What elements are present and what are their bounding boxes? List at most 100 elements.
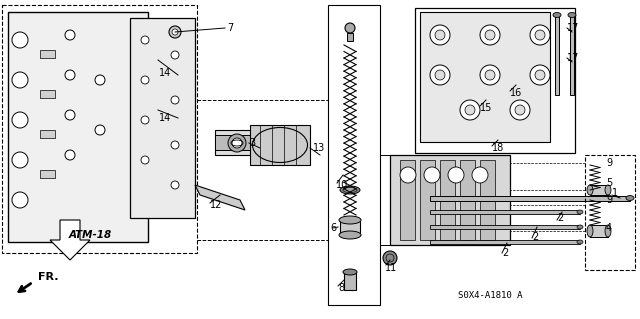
Bar [215, 135, 260, 150]
Circle shape [535, 70, 545, 80]
Bar [40, 170, 55, 178]
Ellipse shape [587, 185, 593, 195]
Ellipse shape [577, 225, 583, 229]
Circle shape [515, 105, 525, 115]
Text: 3: 3 [249, 138, 255, 148]
Ellipse shape [626, 196, 634, 201]
Text: 4: 4 [606, 223, 612, 233]
Circle shape [65, 110, 75, 120]
Circle shape [12, 192, 28, 208]
Text: 6: 6 [330, 223, 336, 233]
Text: 17: 17 [567, 23, 579, 33]
Text: 13: 13 [313, 143, 325, 153]
Circle shape [480, 25, 500, 45]
Ellipse shape [343, 269, 357, 275]
Text: 18: 18 [492, 143, 504, 153]
Bar [340, 220, 360, 235]
Text: 14: 14 [159, 113, 171, 123]
Ellipse shape [339, 216, 361, 224]
Bar [590, 225, 608, 237]
Circle shape [12, 112, 28, 128]
Ellipse shape [577, 240, 583, 244]
Circle shape [465, 105, 475, 115]
Circle shape [141, 116, 149, 124]
Ellipse shape [340, 186, 360, 194]
Text: 5: 5 [606, 178, 612, 188]
Text: 2: 2 [557, 213, 563, 223]
Bar [430, 240, 580, 244]
Bar [480, 160, 495, 240]
Bar [2, 5, 197, 253]
Circle shape [345, 23, 355, 33]
Bar [8, 12, 148, 242]
Text: 2: 2 [502, 248, 508, 258]
Circle shape [460, 100, 480, 120]
Text: 17: 17 [567, 53, 579, 63]
Circle shape [228, 134, 246, 152]
Circle shape [95, 125, 105, 135]
Bar [570, 15, 574, 95]
Text: 15: 15 [480, 103, 492, 113]
Bar [420, 160, 435, 240]
Bar [40, 130, 55, 138]
Circle shape [435, 70, 445, 80]
Bar [347, 33, 353, 41]
Circle shape [65, 150, 75, 160]
Bar [430, 196, 630, 201]
Circle shape [65, 30, 75, 40]
Circle shape [172, 29, 178, 35]
Bar [415, 8, 575, 153]
Ellipse shape [343, 188, 357, 192]
Text: 9: 9 [606, 195, 612, 205]
Circle shape [171, 181, 179, 189]
Bar [555, 15, 559, 95]
Text: 12: 12 [210, 200, 222, 210]
Circle shape [485, 70, 495, 80]
Circle shape [448, 167, 464, 183]
Text: ATM-18: ATM-18 [68, 230, 111, 240]
Circle shape [480, 65, 500, 85]
Circle shape [12, 72, 28, 88]
Bar [215, 130, 260, 155]
Bar [40, 90, 55, 98]
Bar [590, 185, 608, 195]
Text: 7: 7 [227, 23, 233, 33]
Ellipse shape [553, 12, 561, 18]
Bar [400, 160, 415, 240]
Text: 2: 2 [532, 232, 538, 242]
Circle shape [12, 32, 28, 48]
Polygon shape [195, 185, 245, 210]
Ellipse shape [605, 225, 611, 237]
Bar [390, 155, 510, 245]
Circle shape [232, 138, 242, 148]
Bar [585, 155, 635, 270]
Circle shape [535, 30, 545, 40]
Circle shape [472, 167, 488, 183]
Circle shape [12, 152, 28, 168]
Circle shape [171, 96, 179, 104]
Bar [420, 12, 550, 142]
Circle shape [171, 141, 179, 149]
Bar [328, 5, 380, 305]
Ellipse shape [339, 231, 361, 239]
Circle shape [530, 65, 550, 85]
Circle shape [435, 30, 445, 40]
Circle shape [430, 25, 450, 45]
Circle shape [424, 167, 440, 183]
Text: S0X4-A1810 A: S0X4-A1810 A [458, 291, 522, 300]
Text: 11: 11 [385, 263, 397, 273]
Circle shape [141, 36, 149, 44]
Circle shape [510, 100, 530, 120]
Bar [430, 210, 580, 214]
Circle shape [65, 70, 75, 80]
Circle shape [95, 75, 105, 85]
Text: 9: 9 [606, 158, 612, 168]
Circle shape [400, 167, 416, 183]
Text: 10: 10 [336, 180, 348, 190]
Polygon shape [50, 220, 90, 260]
Text: 14: 14 [159, 68, 171, 78]
Bar [460, 160, 475, 240]
Text: 16: 16 [510, 88, 522, 98]
Ellipse shape [568, 12, 576, 18]
Bar [40, 50, 55, 58]
